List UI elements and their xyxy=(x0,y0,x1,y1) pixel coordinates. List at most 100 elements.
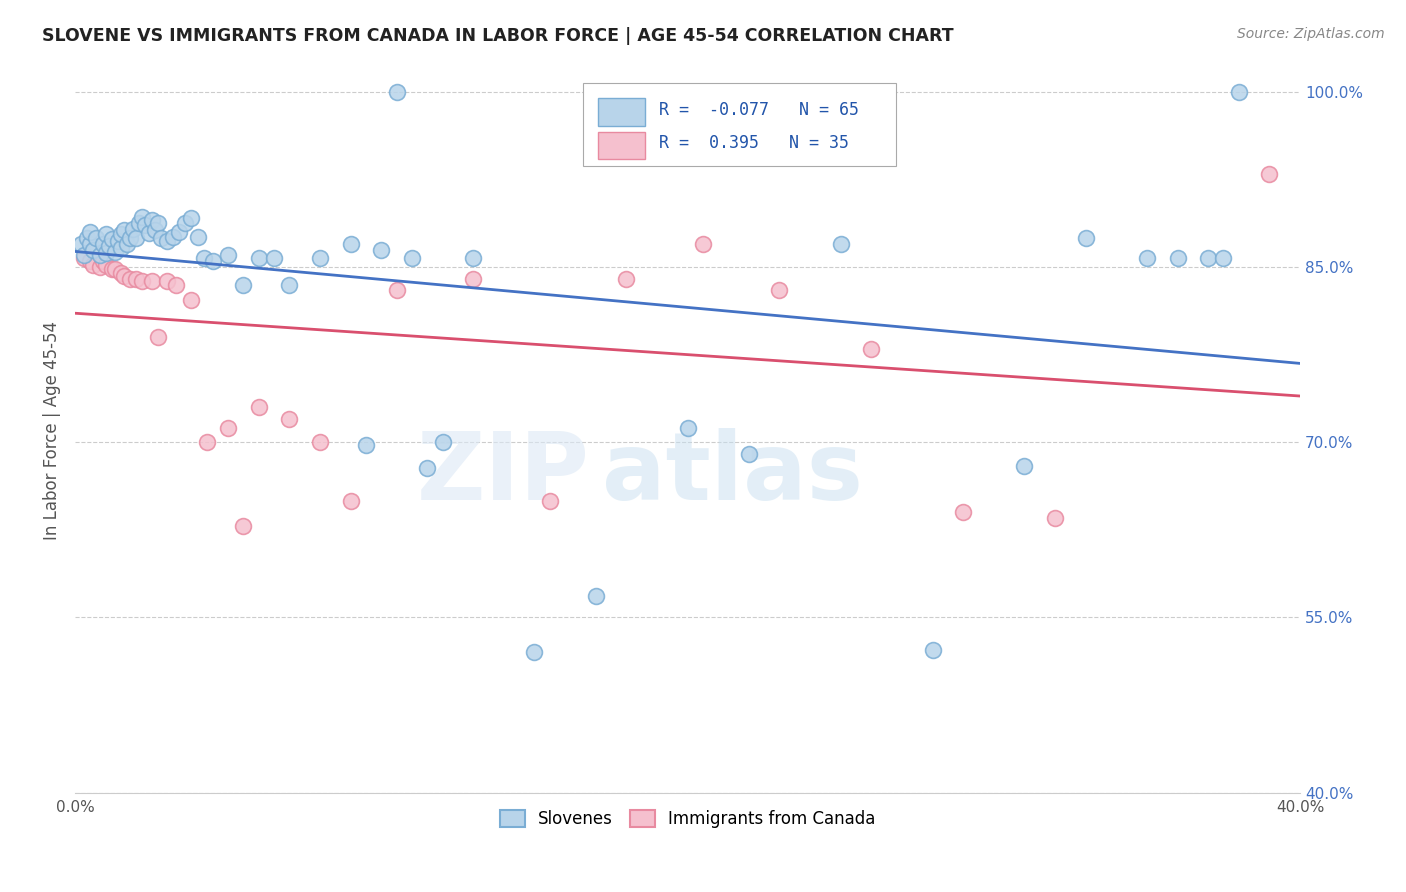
Point xyxy=(138,226,160,240)
Point xyxy=(100,262,122,277)
Point xyxy=(247,251,270,265)
Point xyxy=(432,435,454,450)
Point xyxy=(309,435,332,450)
Point xyxy=(120,231,142,245)
Point xyxy=(738,447,761,461)
Point xyxy=(186,229,208,244)
Text: ZIP: ZIP xyxy=(416,428,589,520)
Point xyxy=(416,461,439,475)
Point xyxy=(1014,458,1036,473)
Point xyxy=(104,244,127,259)
Point xyxy=(82,258,104,272)
Point xyxy=(1136,251,1159,265)
Point xyxy=(676,421,699,435)
Point xyxy=(146,216,169,230)
Point xyxy=(180,211,202,225)
Point xyxy=(79,254,101,268)
Point xyxy=(156,235,179,249)
Point xyxy=(131,274,153,288)
Point xyxy=(143,223,166,237)
Point xyxy=(692,236,714,251)
Point xyxy=(1258,167,1281,181)
Point xyxy=(401,251,423,265)
FancyBboxPatch shape xyxy=(598,98,644,126)
Point xyxy=(354,437,377,451)
Point xyxy=(165,277,187,292)
FancyBboxPatch shape xyxy=(583,83,896,166)
Point xyxy=(91,236,114,251)
Point xyxy=(1166,251,1188,265)
Point xyxy=(195,435,218,450)
Point xyxy=(174,216,197,230)
Point xyxy=(104,262,127,277)
Point xyxy=(131,210,153,224)
Text: SLOVENE VS IMMIGRANTS FROM CANADA IN LABOR FORCE | AGE 45-54 CORRELATION CHART: SLOVENE VS IMMIGRANTS FROM CANADA IN LAB… xyxy=(42,27,953,45)
Point xyxy=(463,272,485,286)
Point xyxy=(128,216,150,230)
Point xyxy=(1227,85,1250,99)
Point xyxy=(134,218,156,232)
Point xyxy=(232,519,254,533)
Point xyxy=(339,236,361,251)
Point xyxy=(110,241,132,255)
Point xyxy=(830,236,852,251)
Point xyxy=(585,590,607,604)
Point xyxy=(76,231,98,245)
Point xyxy=(247,401,270,415)
Point xyxy=(110,227,132,242)
Point xyxy=(370,243,392,257)
Point xyxy=(1197,251,1219,265)
Point xyxy=(141,213,163,227)
Text: R =  0.395   N = 35: R = 0.395 N = 35 xyxy=(659,134,849,152)
Point xyxy=(217,248,239,262)
Point xyxy=(309,251,332,265)
Point xyxy=(112,269,135,284)
Point xyxy=(278,412,301,426)
Point xyxy=(94,246,117,260)
Point xyxy=(100,232,122,246)
Point xyxy=(156,274,179,288)
Point xyxy=(146,330,169,344)
Point xyxy=(167,225,190,239)
Point xyxy=(89,248,111,262)
Point xyxy=(120,272,142,286)
Point xyxy=(125,272,148,286)
Point xyxy=(89,260,111,274)
Point xyxy=(263,251,285,265)
Point xyxy=(217,421,239,435)
Point xyxy=(952,505,974,519)
Point xyxy=(94,258,117,272)
Point xyxy=(94,227,117,242)
Point xyxy=(141,274,163,288)
Point xyxy=(122,221,145,235)
Point xyxy=(125,231,148,245)
Point xyxy=(149,231,172,245)
Point xyxy=(79,236,101,251)
Point xyxy=(107,235,129,249)
Point xyxy=(91,254,114,268)
Point xyxy=(201,254,224,268)
Point xyxy=(538,493,561,508)
Text: Source: ZipAtlas.com: Source: ZipAtlas.com xyxy=(1237,27,1385,41)
Point xyxy=(79,225,101,239)
Point xyxy=(1212,251,1234,265)
Point xyxy=(1043,511,1066,525)
Point xyxy=(110,266,132,280)
Point xyxy=(162,229,184,244)
Point xyxy=(193,251,215,265)
Point xyxy=(1074,231,1097,245)
Point xyxy=(112,223,135,237)
FancyBboxPatch shape xyxy=(598,132,644,159)
Point xyxy=(180,293,202,307)
Y-axis label: In Labor Force | Age 45-54: In Labor Force | Age 45-54 xyxy=(44,321,60,540)
Point xyxy=(385,85,408,99)
Point xyxy=(523,646,546,660)
Point xyxy=(339,493,361,508)
Point xyxy=(97,239,120,253)
Point xyxy=(278,277,301,292)
Point xyxy=(232,277,254,292)
Text: atlas: atlas xyxy=(602,428,863,520)
Point xyxy=(115,236,138,251)
Point xyxy=(73,248,96,262)
Point xyxy=(860,342,883,356)
